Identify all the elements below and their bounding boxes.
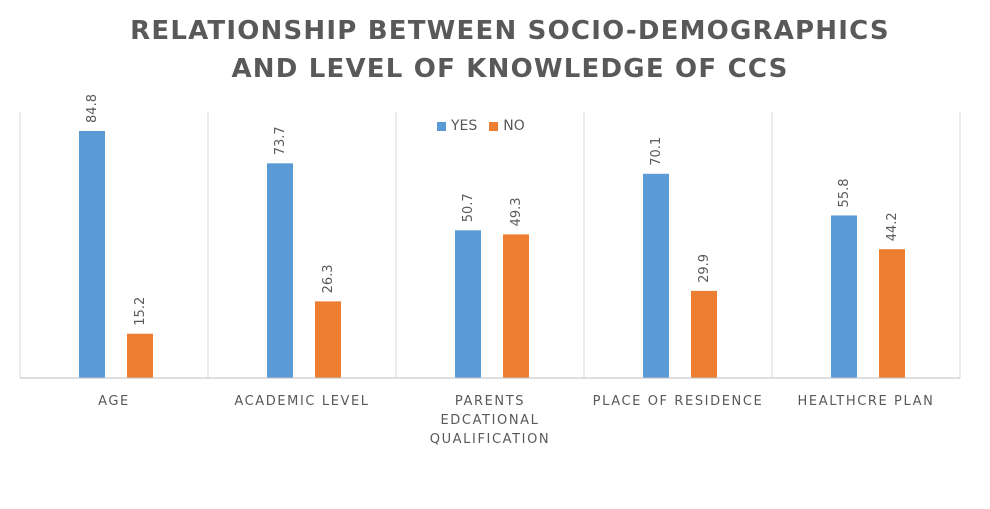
data-label-yes-1: 84.8	[85, 94, 100, 123]
legend-item-yes: YES	[437, 118, 477, 134]
data-label-yes-3: 50.7	[461, 193, 476, 222]
legend-item-no: NO	[489, 118, 525, 134]
legend-label-yes: YES	[451, 118, 478, 134]
bar-yes-4	[643, 173, 669, 378]
data-label-no-3: 49.3	[509, 197, 524, 226]
chart-title: RELATIONSHIP BETWEEN SOCIO-DEMOGRAPHICS …	[0, 12, 990, 88]
bar-yes-3	[455, 230, 481, 378]
data-label-no-2: 26.3	[321, 264, 336, 293]
data-label-yes-5: 55.8	[837, 179, 852, 208]
data-label-no-4: 29.9	[697, 254, 712, 283]
chart-legend: YES NO	[437, 118, 531, 134]
bar-no-3	[503, 234, 529, 378]
category-label-4: PLACE OF RESIDENCE	[593, 394, 764, 409]
category-label-1: AGE	[98, 394, 130, 409]
bar-no-1	[127, 333, 153, 378]
category-label-3: QUALIFICATION	[430, 432, 551, 447]
legend-swatch-no	[489, 121, 499, 131]
bar-yes-2	[267, 163, 293, 378]
category-label-2: ACADEMIC LEVEL	[234, 394, 369, 409]
legend-swatch-yes	[437, 121, 446, 131]
bar-no-4	[691, 290, 717, 378]
data-label-no-1: 15.2	[133, 297, 148, 326]
bar-no-2	[315, 301, 341, 378]
data-label-yes-4: 70.1	[649, 137, 664, 166]
chart-title-line-1: RELATIONSHIP BETWEEN SOCIO-DEMOGRAPHICS	[130, 16, 890, 46]
data-label-no-5: 44.2	[885, 212, 900, 241]
category-label-3: EDCATIONAL	[440, 413, 539, 428]
bar-no-5	[879, 249, 905, 378]
category-label-5: HEALTHCRE PLAN	[798, 394, 935, 409]
chart-title-line-2: AND LEVEL OF KNOWLEDGE OF CCS	[231, 54, 789, 84]
bar-yes-5	[831, 215, 857, 378]
category-label-3: PARENTS	[455, 394, 525, 409]
bar-yes-1	[79, 130, 105, 378]
legend-label-no: NO	[503, 118, 525, 134]
data-label-yes-2: 73.7	[273, 126, 288, 155]
